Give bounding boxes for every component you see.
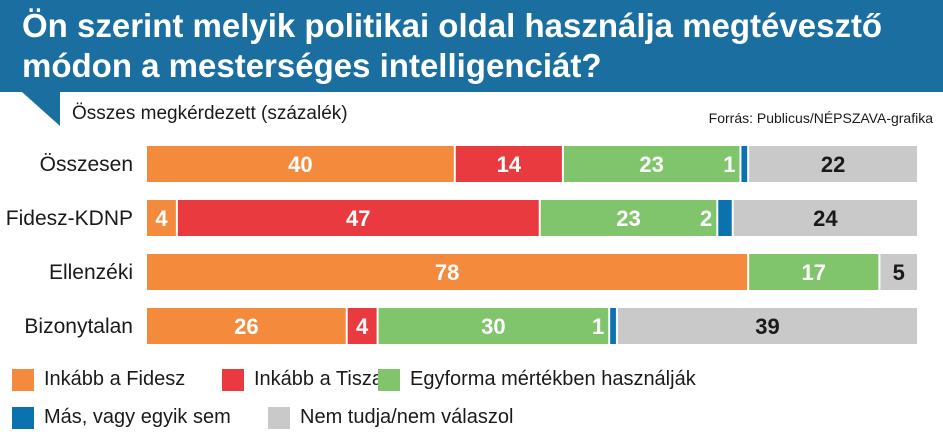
legend-item-fidesz: Inkább a Fidesz — [12, 368, 185, 391]
value-label-mas: 1 — [723, 152, 735, 177]
category-label: Összesen — [40, 153, 133, 176]
value-label-nemtudja: 39 — [755, 314, 779, 339]
legend-item-egyforma: Egyforma mértékben használják — [378, 368, 696, 391]
bar-egyforma — [563, 146, 740, 182]
value-label-fidesz: 78 — [435, 260, 459, 285]
value-label-nemtudja: 5 — [893, 260, 905, 285]
legend-swatch-nemtudja — [268, 406, 290, 429]
category-label: Fidesz-KDNP — [6, 207, 133, 230]
legend-item-tisza: Inkább a Tisza — [222, 368, 383, 391]
value-label-fidesz: 4 — [155, 206, 168, 231]
legend-label-tisza: Inkább a Tisza — [254, 368, 383, 390]
bar-egyforma — [378, 308, 609, 344]
bar-egyforma — [540, 200, 717, 236]
bar-nemtudja — [880, 254, 917, 290]
value-label-fidesz: 26 — [234, 314, 258, 339]
bar-nemtudja — [749, 146, 917, 182]
value-label-fidesz: 40 — [288, 152, 312, 177]
bar-nemtudja — [617, 308, 917, 344]
bar-fidesz — [147, 254, 748, 290]
legend-swatch-egyforma — [378, 368, 400, 391]
bar-tisza — [455, 146, 562, 182]
bar-tisza — [347, 308, 377, 344]
chart-title: Ön szerint melyik politikai oldal haszná… — [22, 7, 883, 84]
value-label-egyforma: 17 — [802, 260, 826, 285]
header-banner: Ön szerint melyik politikai oldal haszná… — [0, 0, 943, 92]
value-label-tisza: 14 — [497, 152, 522, 177]
bar-fidesz — [147, 146, 454, 182]
value-label-egyforma: 23 — [639, 152, 663, 177]
legend-label-fidesz: Inkább a Fidesz — [44, 368, 186, 390]
value-label-nemtudja: 24 — [813, 206, 838, 231]
legend-item-nemtudja: Nem tudja/nem válaszol — [268, 406, 513, 429]
legend-label-egyforma: Egyforma mértékben használják — [410, 368, 696, 390]
value-label-nemtudja: 22 — [821, 152, 845, 177]
bar-fidesz — [147, 308, 346, 344]
legend: Inkább a Fidesz Inkább a Tisza Egyforma … — [12, 368, 932, 444]
header-notch — [22, 92, 60, 126]
bar-fidesz — [147, 200, 176, 236]
bar-tisza — [177, 200, 539, 236]
bar-mas — [718, 200, 732, 236]
value-label-tisza: 4 — [356, 314, 369, 339]
legend-item-mas: Más, vagy egyik sem — [12, 406, 231, 429]
legend-swatch-mas — [12, 406, 34, 429]
chart-subtitle: Összes megkérdezett (százalék) — [72, 103, 348, 124]
bar-egyforma — [749, 254, 879, 290]
value-label-tisza: 47 — [346, 206, 370, 231]
bar-mas — [741, 146, 748, 182]
value-label-mas: 1 — [592, 314, 604, 339]
bar-mas — [610, 308, 616, 344]
source-credit: Forrás: Publicus/NÉPSZAVA-grafika — [708, 110, 933, 126]
legend-swatch-fidesz — [12, 368, 34, 391]
value-label-egyforma: 30 — [481, 314, 505, 339]
value-label-mas: 2 — [700, 206, 712, 231]
legend-label-mas: Más, vagy egyik sem — [44, 406, 231, 428]
bar-nemtudja — [733, 200, 917, 236]
legend-label-nemtudja: Nem tudja/nem válaszol — [300, 406, 514, 428]
category-label: Bizonytalan — [24, 315, 133, 338]
value-label-egyforma: 23 — [616, 206, 640, 231]
category-label: Ellenzéki — [49, 261, 133, 284]
legend-swatch-tisza — [222, 368, 244, 391]
